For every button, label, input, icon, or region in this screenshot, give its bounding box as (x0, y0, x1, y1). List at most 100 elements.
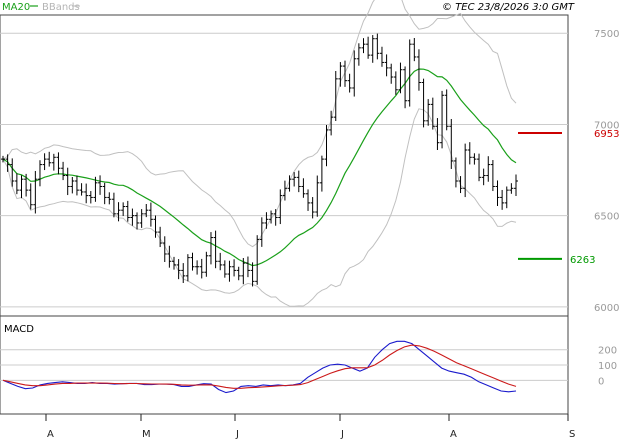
price-bar (292, 172, 297, 187)
price-tick-label: 7000 (594, 120, 619, 131)
price-bar (61, 161, 66, 181)
price-bar (416, 49, 421, 91)
x-tick-label: M (142, 429, 151, 440)
price-bar (444, 89, 449, 131)
price-bar (232, 259, 237, 277)
resistance-label: 6953 (594, 129, 619, 140)
price-bar (56, 152, 61, 175)
price-bar (315, 175, 320, 217)
price-bar (264, 212, 269, 229)
macd-title: MACD (4, 324, 34, 335)
price-bar (366, 36, 371, 59)
moving-average-line (2, 68, 517, 267)
price-bar (495, 180, 500, 206)
price-bar (24, 173, 29, 197)
macd-tick-label: 100 (598, 361, 617, 372)
price-bar (500, 189, 505, 210)
price-bar (185, 254, 190, 282)
price-bar (421, 78, 426, 128)
price-bar (319, 155, 324, 192)
price-bar (241, 257, 246, 285)
price-bar (5, 154, 10, 172)
price-bar (338, 62, 343, 87)
price-bar (398, 62, 403, 94)
price-bar (486, 156, 491, 182)
price-bar (287, 175, 292, 192)
price-bar (236, 266, 241, 281)
x-tick-label: J (340, 429, 344, 440)
price-bar (490, 160, 495, 192)
price-bar (1, 155, 5, 163)
price-bar (33, 170, 38, 214)
ma20-legend: MA20 (2, 2, 30, 13)
price-bar (84, 183, 89, 204)
price-bar (440, 90, 445, 149)
price-bar (28, 183, 33, 210)
price-tick-label: 6500 (594, 212, 619, 223)
price-bar (172, 256, 176, 270)
price-bar (389, 63, 394, 84)
x-tick-label: J (235, 429, 239, 440)
macd-panel: 200 100 0 MACD (0, 315, 617, 415)
price-bar (310, 197, 315, 219)
price-bar (245, 256, 250, 278)
price-bar (504, 186, 509, 209)
price-bar (306, 189, 311, 211)
price-bar (199, 258, 204, 279)
price-bar (458, 176, 463, 194)
price-panel-frame (0, 14, 569, 317)
price-bar (135, 212, 140, 230)
signal-line (2, 344, 517, 389)
price-bar (467, 142, 472, 165)
price-bar (158, 226, 163, 248)
price-bar (269, 210, 274, 224)
macd-axis-ticks: 200 100 0 (598, 346, 617, 388)
price-panel: 6953 6263 7500 7000 6500 6000 (0, 0, 619, 317)
price-bar (227, 260, 232, 282)
price-bar (347, 73, 352, 93)
price-bar (463, 143, 468, 198)
price-bar (453, 157, 458, 188)
price-bar (218, 252, 223, 271)
copyright-timestamp: © TEC 23/8/2026 3:0 GMT (442, 2, 575, 13)
price-bar (14, 173, 19, 195)
price-bars (1, 33, 518, 287)
price-bar (352, 50, 357, 97)
price-bar (370, 35, 375, 63)
price-bar (181, 263, 186, 283)
price-bar (47, 151, 52, 167)
price-bar (273, 209, 278, 226)
bollinger-lower-band (2, 108, 517, 307)
price-bar (125, 200, 130, 222)
price-axis-ticks: 7500 7000 6500 6000 (594, 29, 619, 314)
price-bar (65, 167, 70, 196)
price-bar (116, 202, 121, 222)
price-bar (208, 232, 213, 265)
price-bar (356, 43, 361, 66)
price-bar (278, 189, 283, 225)
price-bar (190, 252, 195, 271)
macd-tick-label: 200 (598, 346, 617, 357)
price-bar (37, 160, 42, 187)
price-bar (102, 182, 107, 205)
price-bar (477, 153, 482, 182)
price-bar (384, 54, 389, 77)
price-bar (329, 110, 334, 136)
price-bar (250, 262, 255, 287)
price-bar (51, 153, 56, 171)
price-bar (98, 175, 103, 195)
price-bar (153, 215, 158, 238)
price-levels: 6953 6263 (518, 129, 619, 266)
ma20-line (2, 68, 517, 267)
price-bar (407, 39, 412, 107)
macd-tick-label: 0 (598, 376, 604, 387)
price-bar (301, 178, 306, 198)
price-bar (255, 235, 260, 285)
price-bar (426, 99, 431, 126)
price-bar (481, 168, 486, 186)
price-gridlines (0, 32, 568, 308)
price-bar (333, 71, 338, 121)
support-label: 6263 (570, 255, 595, 266)
price-bar (19, 175, 24, 199)
